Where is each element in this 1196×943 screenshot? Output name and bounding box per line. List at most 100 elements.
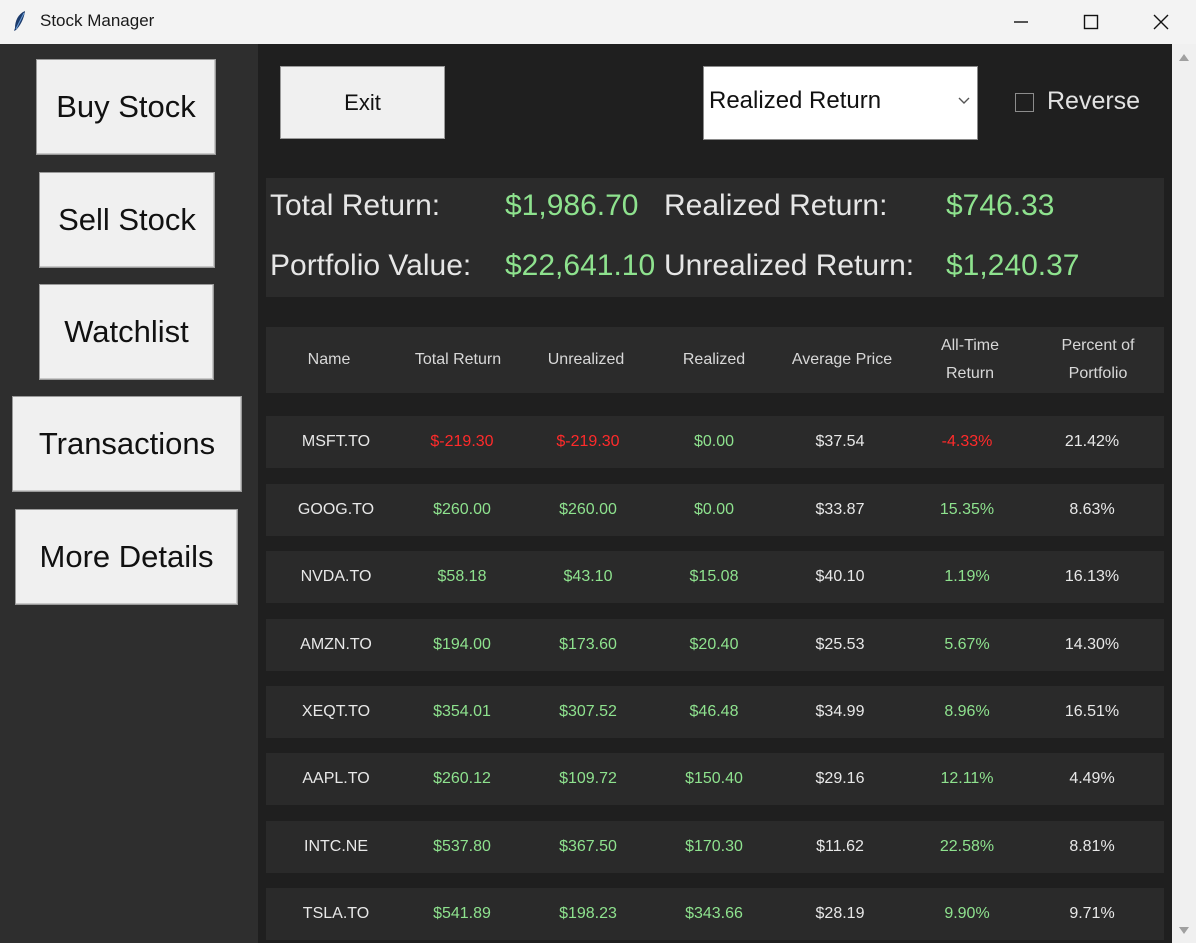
cell-realized: $150.40 <box>685 770 743 787</box>
exit-button[interactable]: Exit <box>280 66 445 139</box>
cell-percent-of-portfolio: 8.81% <box>1069 838 1115 855</box>
cell-name: INTC.NE <box>304 838 368 855</box>
table-row: AMZN.TO $194.00 $173.60 $20.40 $25.53 5.67% 14… <box>266 619 1164 671</box>
cell-realized: $46.48 <box>689 703 739 720</box>
cell-unrealized: $367.50 <box>559 838 617 855</box>
cell-average-price: $40.10 <box>815 568 865 585</box>
cell-total-return: $58.18 <box>437 568 487 585</box>
cell-percent-of-portfolio: 4.49% <box>1069 770 1115 787</box>
total-return-label: Total Return: <box>270 189 441 222</box>
table-row: NVDA.TO $58.18 $43.10 $15.08 $40.10 1.19% 16.1… <box>266 551 1164 603</box>
cell-total-return: $260.00 <box>433 501 491 518</box>
cell-all-time-return: 15.35% <box>939 501 995 518</box>
scroll-up-icon[interactable] <box>1178 52 1190 62</box>
chevron-down-icon <box>958 97 970 104</box>
table-row: XEQT.TO $354.01 $307.52 $46.48 $34.99 8.96% 16… <box>266 686 1164 738</box>
cell-unrealized: $109.72 <box>559 770 617 787</box>
close-button[interactable] <box>1126 0 1196 44</box>
cell-average-price: $28.19 <box>815 905 865 922</box>
cell-total-return: $194.00 <box>433 636 491 653</box>
sort-dropdown[interactable]: Realized Return <box>703 66 978 140</box>
reverse-checkbox[interactable] <box>1015 93 1034 112</box>
column-header-all-time-return: All-Time Return <box>940 337 1000 382</box>
cell-unrealized: $260.00 <box>559 501 617 518</box>
cell-all-time-return: 1.19% <box>944 568 990 585</box>
table-row: TSLA.TO $541.89 $198.23 $343.66 $28.19 9.90% 9… <box>266 888 1164 940</box>
cell-name: GOOG.TO <box>297 501 375 518</box>
cell-unrealized: $43.10 <box>563 568 613 585</box>
cell-percent-of-portfolio: 14.30% <box>1064 636 1120 653</box>
cell-percent-of-portfolio: 8.63% <box>1069 501 1115 518</box>
cell-total-return: $537.80 <box>433 838 491 855</box>
table-header: Name Total Return Unrealized Realized Av… <box>266 327 1164 393</box>
cell-realized: $343.66 <box>685 905 743 922</box>
cell-all-time-return: -4.33% <box>941 433 993 450</box>
summary-panel: Total Return: $1,986.70 Realized Return:… <box>266 178 1164 297</box>
realized-return-label: Realized Return: <box>664 189 888 222</box>
scroll-down-icon[interactable] <box>1178 926 1190 936</box>
cell-all-time-return: 22.58% <box>939 838 995 855</box>
column-header-realized: Realized <box>682 351 746 368</box>
portfolio-value: $22,641.10 <box>505 249 656 282</box>
column-header-average-price: Average Price <box>791 351 893 368</box>
cell-total-return: $541.89 <box>433 905 491 922</box>
cell-all-time-return: 9.90% <box>944 905 990 922</box>
column-header-name: Name <box>307 351 351 368</box>
more-details-button[interactable]: More Details <box>15 509 238 605</box>
column-header-unrealized: Unrealized <box>547 351 625 368</box>
cell-total-return: $260.12 <box>433 770 491 787</box>
watchlist-button[interactable]: Watchlist <box>39 284 214 380</box>
cell-average-price: $25.53 <box>815 636 865 653</box>
transactions-button[interactable]: Transactions <box>12 396 242 492</box>
column-header-percent-of-portfolio: Percent of Portfolio <box>1061 337 1135 382</box>
cell-all-time-return: 8.96% <box>944 703 990 720</box>
buy-stock-button[interactable]: Buy Stock <box>36 59 216 155</box>
minimize-button[interactable] <box>986 0 1056 44</box>
cell-name: AAPL.TO <box>302 770 370 787</box>
column-header-total-return: Total Return <box>414 351 502 368</box>
realized-return-value: $746.33 <box>946 189 1055 222</box>
sort-dropdown-value: Realized Return <box>709 87 882 114</box>
cell-all-time-return: 12.11% <box>940 770 994 787</box>
title-bar: Stock Manager <box>0 0 1196 44</box>
cell-all-time-return: 5.67% <box>944 636 990 653</box>
cell-name: MSFT.TO <box>301 433 371 450</box>
cell-average-price: $34.99 <box>815 703 865 720</box>
cell-unrealized: $307.52 <box>559 703 617 720</box>
portfolio-value-label: Portfolio Value: <box>270 249 472 282</box>
table-row: AAPL.TO $260.12 $109.72 $150.40 $29.16 12.11%… <box>266 753 1164 805</box>
cell-unrealized: $198.23 <box>559 905 617 922</box>
cell-percent-of-portfolio: 21.42% <box>1064 433 1120 450</box>
table-row: GOOG.TO $260.00 $260.00 $0.00 $33.87 15.35% 8.… <box>266 484 1164 536</box>
cell-total-return: $-219.30 <box>430 433 494 450</box>
sell-stock-button[interactable]: Sell Stock <box>39 172 215 268</box>
cell-realized: $170.30 <box>685 838 743 855</box>
cell-percent-of-portfolio: 9.71% <box>1069 905 1115 922</box>
close-icon <box>1153 14 1169 30</box>
cell-total-return: $354.01 <box>433 703 491 720</box>
cell-average-price: $11.62 <box>816 838 864 855</box>
cell-realized: $20.40 <box>689 636 739 653</box>
cell-percent-of-portfolio: 16.13% <box>1064 568 1120 585</box>
cell-average-price: $29.16 <box>815 770 865 787</box>
cell-average-price: $37.54 <box>815 433 865 450</box>
unrealized-return-value: $1,240.37 <box>946 249 1080 282</box>
window-title: Stock Manager <box>40 11 155 30</box>
cell-average-price: $33.87 <box>815 501 865 518</box>
cell-unrealized: $173.60 <box>559 636 617 653</box>
table-row: MSFT.TO $-219.30 $-219.30 $0.00 $37.54 -4.33%… <box>266 416 1164 468</box>
cell-name: NVDA.TO <box>300 568 372 585</box>
feather-icon <box>14 11 25 31</box>
vertical-scrollbar[interactable] <box>1172 44 1196 943</box>
maximize-button[interactable] <box>1056 0 1126 44</box>
cell-unrealized: $-219.30 <box>556 433 620 450</box>
total-return-value: $1,986.70 <box>505 189 639 222</box>
cell-realized: $0.00 <box>693 433 735 450</box>
cell-name: TSLA.TO <box>302 905 370 922</box>
minimize-icon <box>1014 21 1028 23</box>
reverse-label[interactable]: Reverse <box>1047 87 1141 115</box>
cell-percent-of-portfolio: 16.51% <box>1064 703 1120 720</box>
table-row: INTC.NE $537.80 $367.50 $170.30 $11.62 22.58%… <box>266 821 1164 873</box>
unrealized-return-label: Unrealized Return: <box>664 249 915 282</box>
cell-realized: $0.00 <box>693 501 735 518</box>
